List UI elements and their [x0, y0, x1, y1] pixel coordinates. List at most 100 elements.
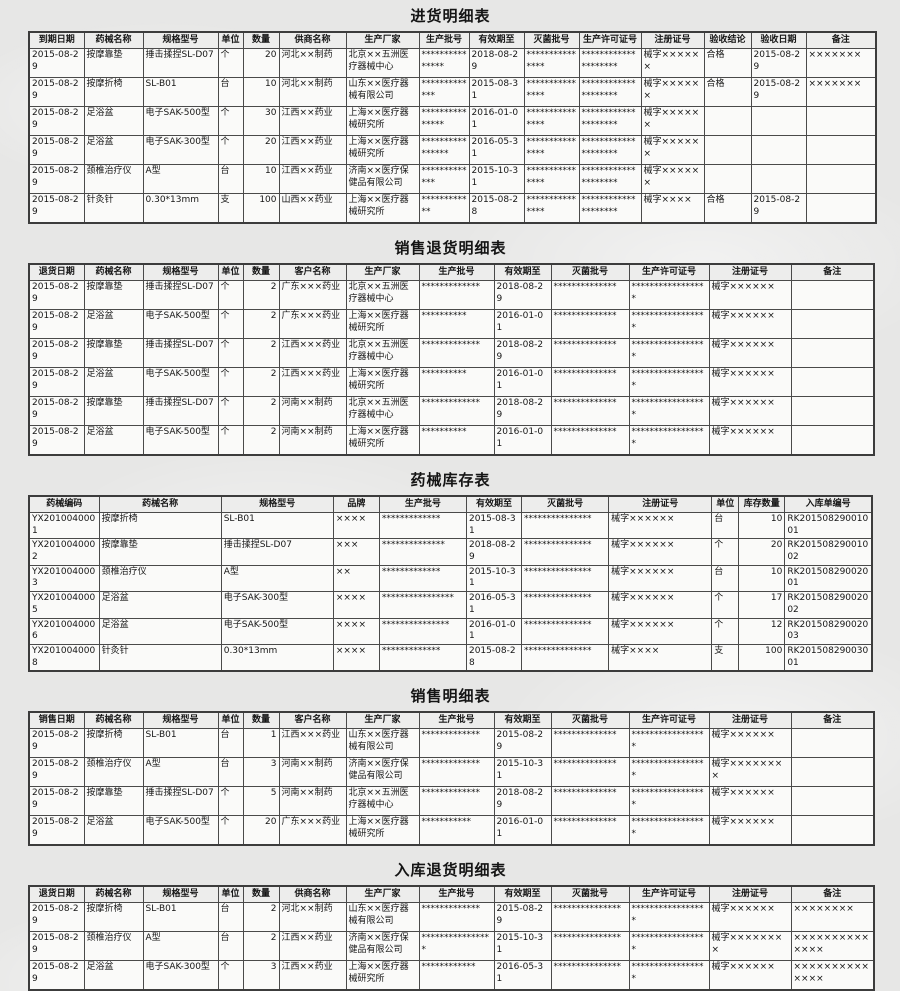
column-header: 数量: [242, 885, 280, 904]
column-header: 灭菌批号: [550, 711, 630, 730]
cell: 2015-08-29: [28, 338, 85, 368]
cell: ********************: [578, 106, 642, 136]
cell: 2: [242, 425, 280, 456]
column-header: 灭菌批号: [523, 31, 580, 49]
column-header: 生产批号: [418, 31, 470, 49]
column-header: 有效期至: [493, 263, 552, 281]
column-header: 生产许可证号: [628, 711, 710, 730]
cell: 2015-08-29: [493, 728, 552, 759]
cell: 2015-08-29: [28, 786, 85, 817]
cell: 2016-01-01: [493, 425, 552, 456]
cell: 河南××制药: [278, 786, 347, 817]
cell: 械字××××××: [640, 164, 705, 194]
column-header: 到期日期: [28, 31, 85, 49]
cell: 械字××××××: [708, 396, 792, 426]
cell: 20: [242, 48, 280, 78]
cell: 个: [217, 338, 244, 368]
table-row: 2015-08-29 按摩折椅 SL-B01 台 1 江西×××药业 山东××医疗器械有限公…: [28, 728, 875, 759]
cell: 足浴盆: [83, 367, 144, 397]
cell: *****************: [628, 902, 710, 933]
cell: 械字××××××: [640, 48, 705, 78]
cell: 河南××制药: [278, 425, 347, 456]
cell: 按摩折椅: [83, 77, 144, 107]
inventory-table-title: 药械库存表: [410, 471, 491, 489]
cell: 江西×××药业: [278, 367, 347, 397]
cell: 支: [217, 193, 244, 224]
cell: 台: [711, 511, 740, 540]
cell: 足浴盆: [98, 617, 222, 645]
cell: [750, 106, 807, 136]
cell: 北京××五洲医疗器械中心: [345, 48, 420, 78]
table-row: YX2010040005 足浴盆 电子SAK-300型 ×××× ***********…: [28, 591, 873, 619]
cell: ********************: [578, 164, 642, 194]
cell: 个: [711, 617, 740, 645]
cell: 2016-01-01: [493, 309, 552, 339]
column-header: 药械名称: [83, 885, 144, 904]
cell: 足浴盆: [83, 106, 144, 136]
column-header: 单位: [217, 711, 244, 730]
column-header: 验收日期: [750, 31, 807, 49]
cell: 电子SAK-500型: [142, 367, 219, 397]
cell: ***************: [550, 931, 630, 962]
cell: ***************: [523, 164, 580, 194]
cell: 2015-08-29: [28, 309, 85, 339]
column-header: 规格型号: [220, 495, 334, 513]
cell: [790, 815, 875, 846]
table-row: 2015-08-29 颈椎治疗仪 A型台 2 江西××药业 济南××医疗保健品有限公司 **…: [28, 931, 875, 962]
cell: 捶击揉捏SL-D07: [142, 280, 219, 310]
cell: 2018-08-29: [493, 786, 552, 817]
cell: 2015-08-29: [28, 960, 85, 991]
cell: 足浴盆: [83, 309, 144, 339]
cell: 江西××药业: [278, 164, 347, 194]
column-header: 供商名称: [278, 885, 347, 904]
cell: ***************: [550, 960, 630, 991]
cell: 台: [217, 902, 244, 933]
table-row: 2015-08-29 足浴盆 电子SAK-300型个 20 江西××药业 上海××医疗器械…: [28, 135, 877, 165]
cell: 2015-08-29: [750, 77, 807, 107]
column-header: 退货日期: [28, 263, 85, 281]
cell: A型: [142, 164, 219, 194]
cell: 捶击揉捏SL-D07: [142, 338, 219, 368]
cell: 山东××医疗器械有限公司: [345, 902, 420, 933]
cell: 2015-08-29: [28, 367, 85, 397]
cell: 械字××××××××: [708, 757, 792, 788]
cell: RK20150829002003: [784, 617, 873, 645]
table-row: 2015-08-29 足浴盆 电子SAK-500型个 2 广东×××药业 上海××医疗器械…: [28, 309, 875, 339]
cell: 2015-08-29: [28, 396, 85, 426]
sales-return-table-title: 销售退货明细表: [394, 239, 507, 257]
column-header: 客户名称: [278, 711, 347, 730]
cell: [805, 106, 877, 136]
cell: 针灸针: [83, 193, 144, 224]
cell: 河北××制药: [278, 902, 347, 933]
column-header: 单位: [217, 885, 244, 904]
cell: 河北××制药: [278, 77, 347, 107]
cell: 10: [738, 511, 786, 540]
cell: 2016-01-01: [468, 106, 525, 136]
cell: 广东×××药业: [278, 309, 347, 339]
column-header: 备注: [790, 885, 875, 904]
cell: 上海××医疗器械研究所: [345, 106, 420, 136]
purchase-table: 到期日期 药械名称 规格型号 单位 数量 供商名称 生产厂家 生产批号 有效期至 灭菌批号 生产许可…: [28, 31, 877, 224]
cell: 10: [242, 77, 280, 107]
cell: YX2010040001: [28, 511, 100, 540]
cell: [790, 338, 875, 368]
column-header: 生产许可证号: [628, 885, 710, 904]
column-header: 注册证号: [608, 495, 713, 513]
cell: [750, 135, 807, 165]
cell: [703, 106, 752, 136]
cell: *****************: [628, 425, 710, 456]
cell: 个: [217, 960, 244, 991]
cell: 电子SAK-500型: [142, 106, 219, 136]
cell: *****************: [628, 338, 710, 368]
table-row: YX2010040002 按摩靠垫 捶击揉捏SL-D07 ××× ***********…: [28, 538, 873, 566]
cell: *****************: [628, 786, 710, 817]
cell: 支: [711, 643, 740, 672]
column-header: 供商名称: [278, 31, 347, 49]
cell: 针灸针: [98, 643, 222, 672]
cell: 2015-08-29: [28, 77, 85, 107]
cell: *****************: [628, 815, 710, 846]
column-header: 规格型号: [142, 31, 219, 49]
cell: 电子SAK-300型: [142, 960, 219, 991]
cell: 100: [738, 643, 786, 672]
